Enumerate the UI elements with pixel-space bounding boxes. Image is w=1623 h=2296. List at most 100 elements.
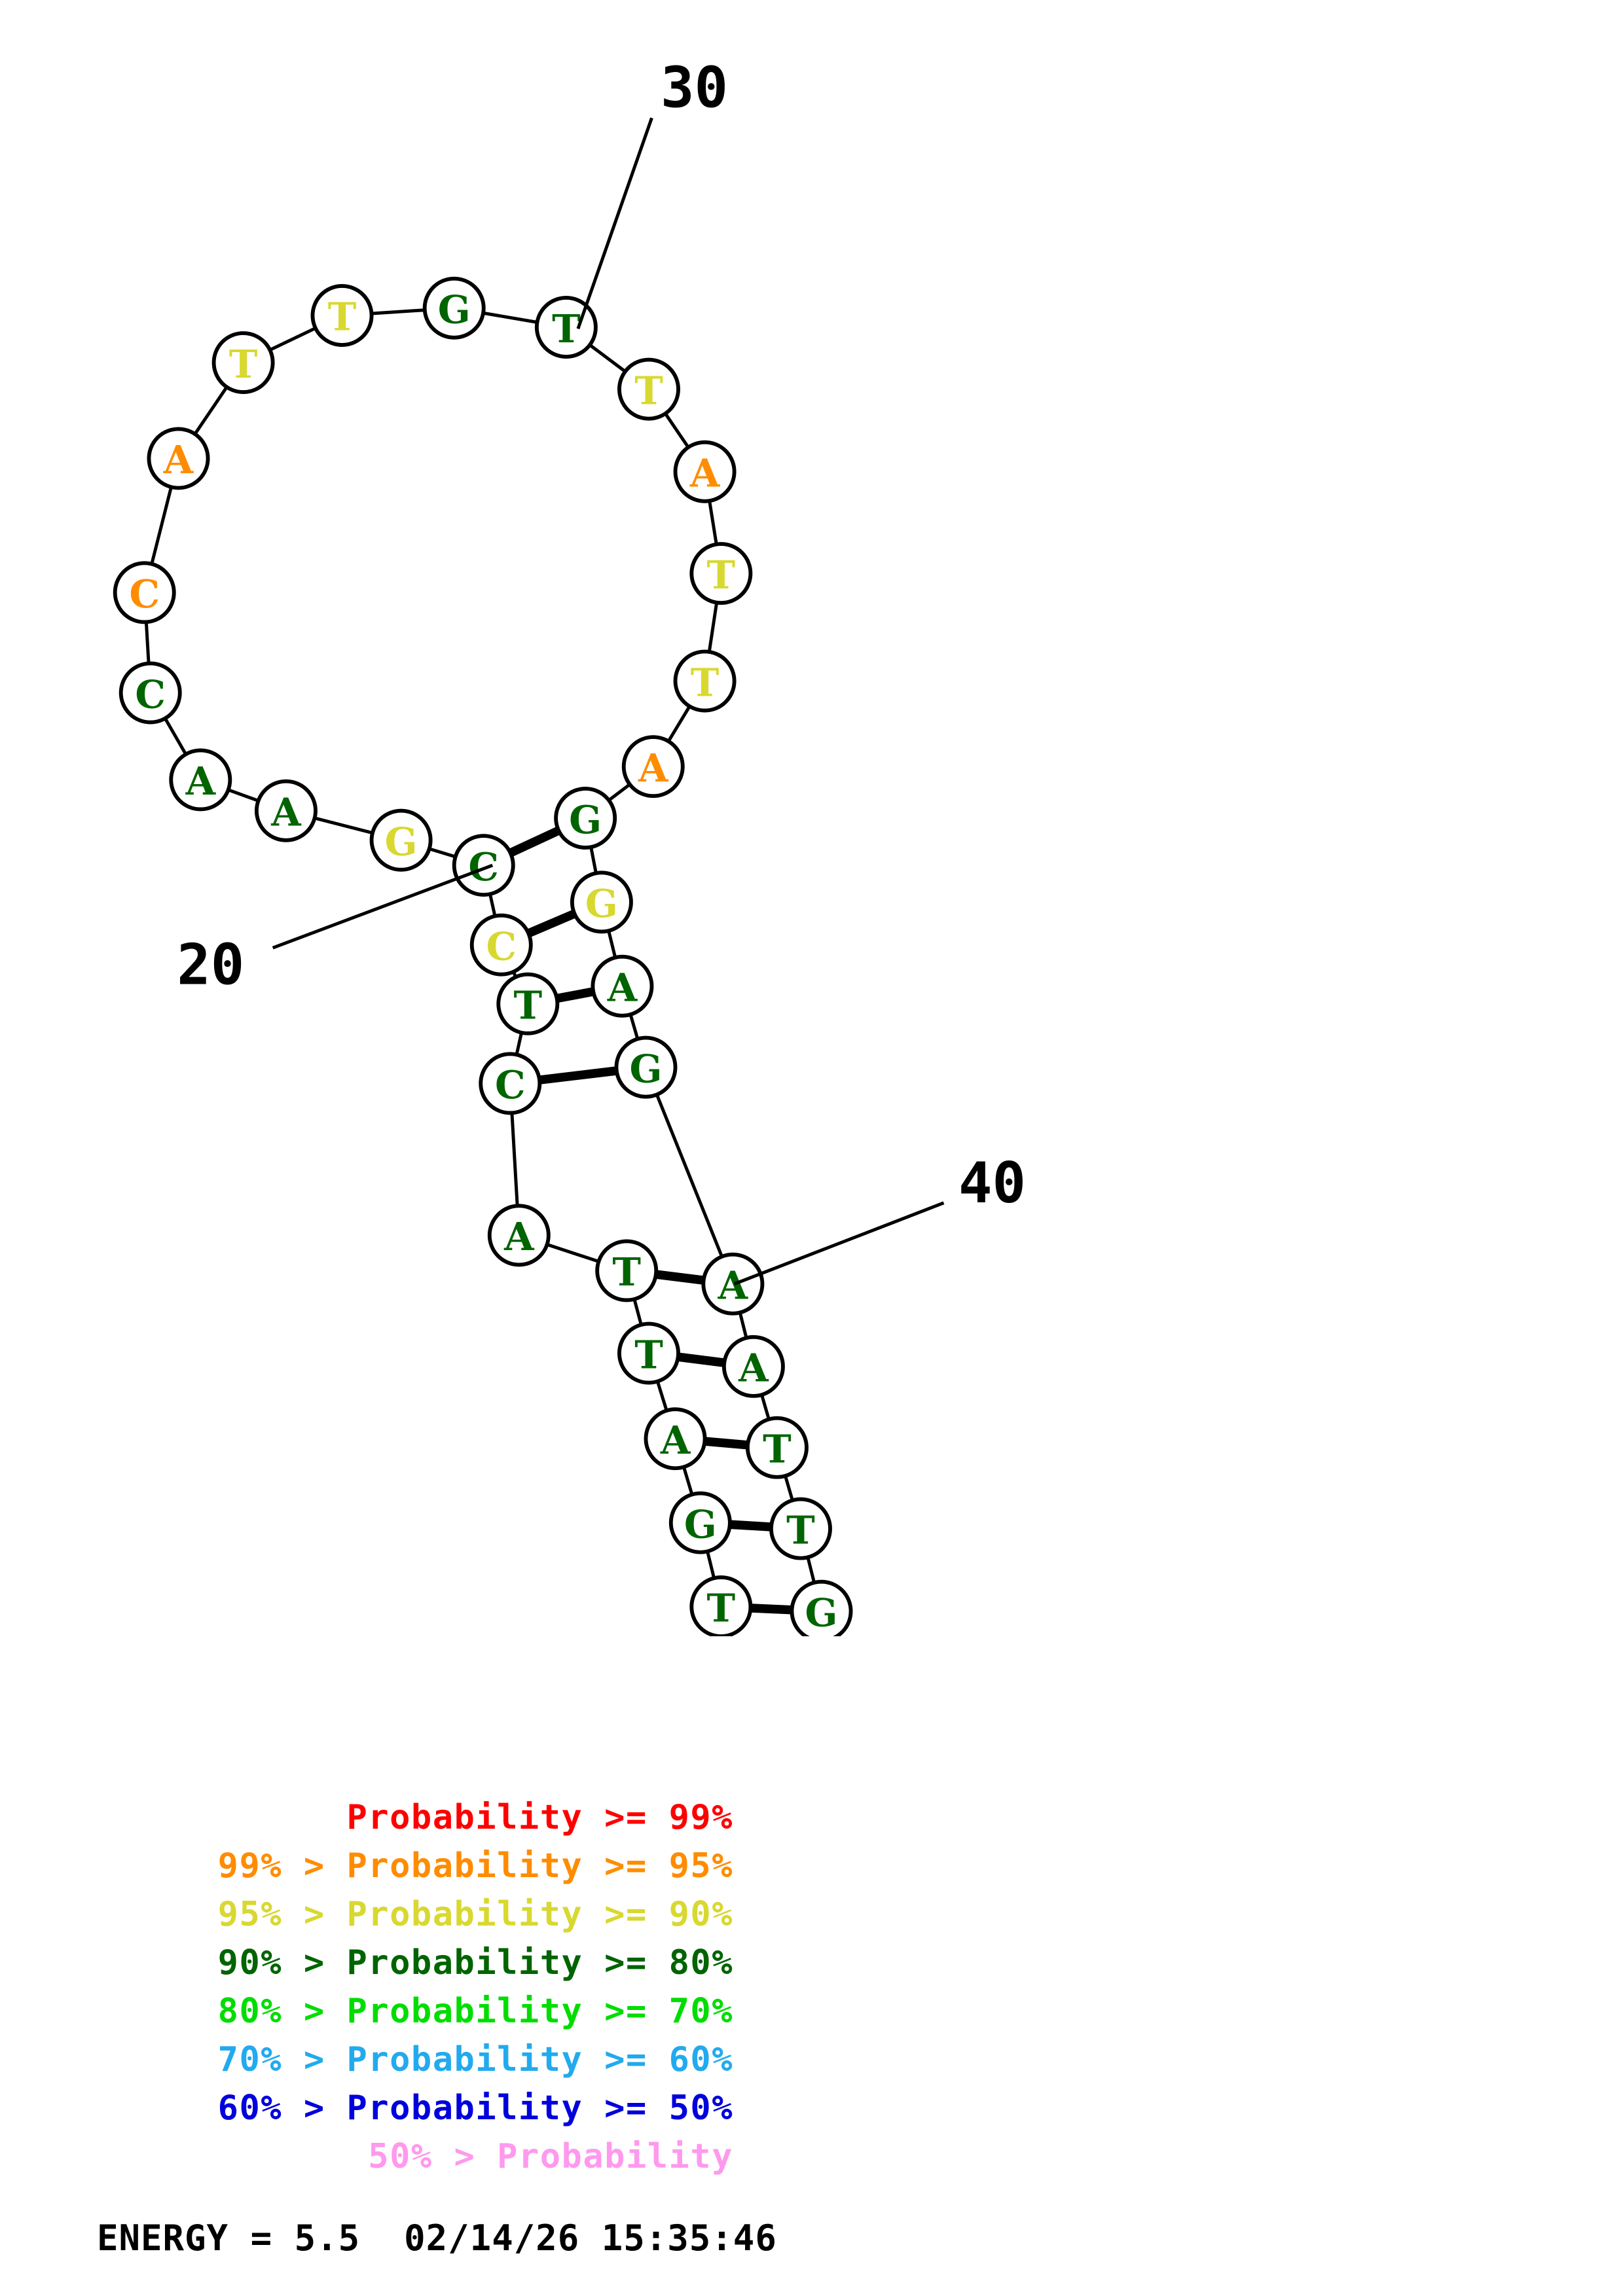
base-letter: T — [514, 983, 543, 1028]
base-node[interactable]: A — [673, 440, 737, 503]
base-letter: A — [163, 437, 194, 482]
base-circle — [113, 561, 176, 624]
base-node[interactable]: T — [595, 1239, 659, 1302]
base-circle — [617, 1321, 680, 1385]
base-letter: A — [503, 1214, 535, 1259]
base-circle — [211, 331, 275, 395]
base-circle — [369, 808, 433, 872]
base-circle — [591, 954, 654, 1018]
base-node[interactable]: C — [479, 1052, 542, 1115]
base-node[interactable]: T — [310, 284, 374, 347]
base-circle — [469, 913, 533, 977]
base-node[interactable]: G — [614, 1035, 678, 1099]
base-node[interactable]: T — [617, 1321, 680, 1385]
base-letter: C — [468, 844, 499, 889]
base-node[interactable]: A — [701, 1252, 765, 1316]
base-circle — [534, 296, 598, 359]
base-node[interactable]: G — [668, 1491, 732, 1554]
legend-row-p70: 80% > Probability >= 70% — [217, 1992, 733, 2031]
base-letter: A — [689, 450, 721, 495]
base-letter: G — [629, 1046, 662, 1091]
base-letter: T — [328, 295, 357, 340]
base-letter: T — [691, 660, 720, 705]
legend-row-p60: 70% > Probability >= 60% — [217, 2040, 733, 2079]
base-node[interactable]: A — [169, 748, 232, 812]
base-node[interactable]: C — [452, 834, 515, 897]
base-node[interactable]: T — [689, 1575, 753, 1636]
base-circle — [595, 1239, 659, 1302]
base-node[interactable]: G — [570, 870, 633, 934]
backbone-link — [644, 1066, 735, 1285]
position-leader-line — [576, 117, 653, 330]
base-letter: T — [707, 1586, 736, 1631]
legend-row-p99: Probability >= 99% — [346, 1798, 733, 1837]
base-node[interactable]: T — [211, 331, 275, 395]
base-letter: A — [607, 965, 638, 1011]
base-letter: G — [805, 1590, 838, 1635]
base-circle — [554, 787, 617, 850]
base-node[interactable]: T — [673, 649, 737, 713]
base-node[interactable]: G — [369, 808, 433, 872]
base-node[interactable]: A — [644, 1407, 707, 1471]
base-circle — [745, 1416, 809, 1479]
base-node[interactable]: A — [621, 735, 685, 798]
base-node[interactable]: T — [496, 972, 560, 1035]
base-letter: G — [385, 819, 418, 865]
base-circle — [617, 357, 680, 421]
base-letter: A — [738, 1346, 769, 1391]
base-circle — [689, 542, 753, 605]
base-circle — [673, 649, 737, 713]
base-node[interactable]: A — [254, 779, 318, 842]
base-letter: C — [135, 672, 166, 717]
base-circle — [721, 1335, 785, 1398]
base-node[interactable]: C — [113, 561, 176, 624]
base-circle — [422, 276, 486, 340]
base-node[interactable]: A — [487, 1204, 551, 1267]
position-label-20: 20 — [177, 933, 244, 998]
base-node[interactable]: T — [617, 357, 680, 421]
base-node[interactable]: A — [147, 427, 210, 490]
base-node[interactable]: T — [534, 296, 598, 359]
position-label-40: 40 — [958, 1151, 1026, 1216]
base-node[interactable]: T — [769, 1497, 832, 1560]
legend-row-plow: 50% > Probability — [368, 2137, 733, 2176]
base-node[interactable]: C — [469, 913, 533, 977]
base-node[interactable]: G — [554, 787, 617, 850]
base-letter: T — [634, 368, 663, 413]
probability-legend: Probability >= 99% 99% > Probability >= 9… — [0, 1793, 851, 2181]
base-circle — [487, 1204, 551, 1267]
position-labels: 102030405060 — [177, 56, 1026, 1286]
base-circle — [701, 1252, 765, 1316]
base-letter: A — [270, 789, 302, 834]
base-node[interactable]: G — [790, 1579, 853, 1636]
base-node[interactable]: T — [689, 542, 753, 605]
legend-row-p95: 99% > Probability >= 95% — [217, 1846, 733, 1886]
base-letter: A — [660, 1418, 691, 1463]
base-circle — [621, 735, 685, 798]
base-letter: A — [185, 759, 217, 804]
backbone-links — [143, 306, 830, 1636]
base-letter: G — [684, 1501, 717, 1547]
position-leader-line — [272, 863, 494, 950]
base-letter: T — [229, 342, 258, 387]
base-circle — [673, 440, 737, 503]
legend-row-p80: 90% > Probability >= 80% — [217, 1943, 733, 1982]
energy-footer: ENERGY = 5.5 02/14/26 15:35:46 — [97, 2217, 777, 2259]
base-circle — [496, 972, 560, 1035]
base-node[interactable]: G — [422, 276, 486, 340]
base-node[interactable]: A — [721, 1335, 785, 1398]
base-node[interactable]: C — [119, 661, 182, 725]
position-label-30: 30 — [661, 56, 728, 121]
base-node[interactable]: T — [745, 1416, 809, 1479]
base-letter: C — [129, 571, 160, 617]
base-circle — [790, 1579, 853, 1636]
base-letter: A — [638, 745, 669, 791]
base-letter: G — [438, 287, 471, 332]
base-circle — [119, 661, 182, 725]
base-letter: A — [718, 1263, 749, 1308]
base-circle — [668, 1491, 732, 1554]
base-letter: T — [552, 306, 581, 351]
base-letter: T — [634, 1332, 663, 1377]
base-node[interactable]: A — [591, 954, 654, 1018]
base-letter: C — [495, 1062, 526, 1107]
